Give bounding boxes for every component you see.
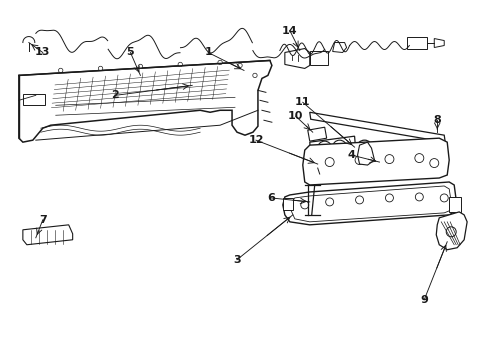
Circle shape xyxy=(385,194,393,202)
Text: 1: 1 xyxy=(204,48,212,58)
Text: 12: 12 xyxy=(248,135,263,145)
Circle shape xyxy=(60,102,65,107)
Bar xyxy=(23,94,45,105)
Circle shape xyxy=(325,158,333,167)
Circle shape xyxy=(300,201,308,209)
Bar xyxy=(282,198,292,210)
Circle shape xyxy=(138,64,142,69)
Circle shape xyxy=(332,140,346,154)
Circle shape xyxy=(98,66,102,71)
Polygon shape xyxy=(282,182,455,225)
Circle shape xyxy=(252,73,257,78)
Polygon shape xyxy=(307,127,326,141)
Text: 10: 10 xyxy=(287,111,303,121)
Circle shape xyxy=(61,84,66,89)
Polygon shape xyxy=(357,142,374,165)
Polygon shape xyxy=(435,212,466,250)
Text: 6: 6 xyxy=(266,193,274,203)
Polygon shape xyxy=(302,138,448,185)
Circle shape xyxy=(212,90,217,95)
Circle shape xyxy=(178,62,182,67)
Bar xyxy=(190,91,198,97)
Text: 8: 8 xyxy=(432,115,440,125)
Bar xyxy=(302,213,322,222)
Polygon shape xyxy=(51,66,229,112)
Circle shape xyxy=(317,141,331,155)
Circle shape xyxy=(321,162,327,168)
Circle shape xyxy=(414,154,423,163)
Circle shape xyxy=(439,194,447,202)
Circle shape xyxy=(218,60,222,65)
Text: 11: 11 xyxy=(294,97,310,107)
Circle shape xyxy=(446,227,455,237)
Circle shape xyxy=(215,71,220,76)
Text: 7: 7 xyxy=(39,215,46,225)
Text: 4: 4 xyxy=(347,150,355,160)
Polygon shape xyxy=(309,136,356,166)
Polygon shape xyxy=(309,112,444,142)
Circle shape xyxy=(360,144,368,152)
Text: 14: 14 xyxy=(282,26,297,36)
Circle shape xyxy=(354,156,363,165)
Polygon shape xyxy=(19,60,271,142)
Text: 13: 13 xyxy=(35,48,50,58)
Polygon shape xyxy=(180,80,205,94)
Circle shape xyxy=(355,196,363,204)
Polygon shape xyxy=(235,67,255,108)
Circle shape xyxy=(318,159,330,171)
Circle shape xyxy=(429,159,438,167)
Polygon shape xyxy=(332,42,346,53)
Bar xyxy=(407,37,427,49)
Circle shape xyxy=(414,193,423,201)
Circle shape xyxy=(59,68,63,73)
Circle shape xyxy=(241,76,246,81)
Circle shape xyxy=(334,154,344,164)
Circle shape xyxy=(384,154,393,163)
Circle shape xyxy=(237,63,242,68)
Circle shape xyxy=(241,98,246,103)
Polygon shape xyxy=(433,39,443,48)
Polygon shape xyxy=(285,49,309,68)
Bar xyxy=(448,197,460,212)
Circle shape xyxy=(319,155,329,165)
Circle shape xyxy=(356,140,372,156)
Text: 9: 9 xyxy=(420,294,427,305)
Text: 2: 2 xyxy=(111,90,119,100)
Bar xyxy=(309,50,327,66)
Polygon shape xyxy=(23,225,73,245)
Text: 3: 3 xyxy=(233,255,241,265)
Text: 5: 5 xyxy=(126,48,134,58)
Circle shape xyxy=(325,198,333,206)
